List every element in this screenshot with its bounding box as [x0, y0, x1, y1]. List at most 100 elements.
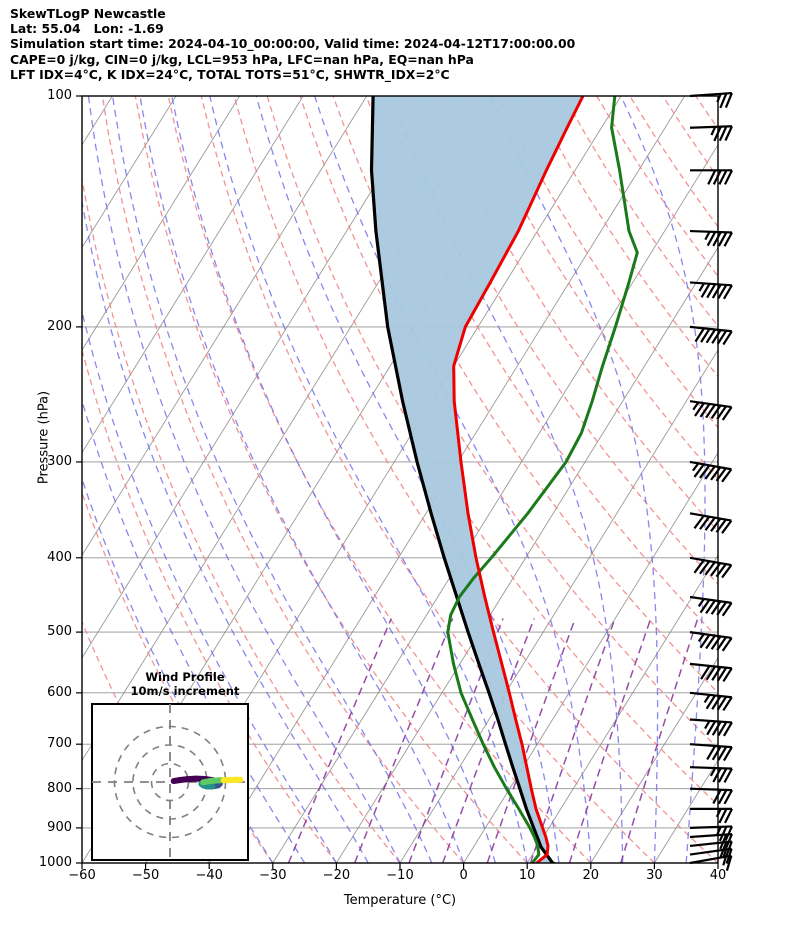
barb-full-flag — [717, 721, 728, 737]
barb-full-flag — [710, 517, 722, 532]
isotherm-line — [82, 96, 304, 454]
isotherm-line — [82, 96, 240, 351]
barb-full-flag — [711, 721, 722, 736]
barb-full-flag — [724, 808, 733, 824]
dry-adiabat-line — [134, 96, 528, 863]
barb-full-flag — [724, 169, 733, 185]
dry-adiabat-line — [167, 96, 592, 863]
header-location: Lat: 55.04 Lon: -1.69 — [10, 21, 164, 37]
barb-half-flag — [709, 767, 717, 777]
barb-full-flag — [722, 330, 733, 346]
barb-shaft — [689, 400, 732, 409]
barb-full-flag — [719, 841, 728, 858]
x-tick-label: 10 — [518, 868, 536, 883]
mixing-ratio-line — [441, 618, 535, 863]
mixing-ratio-line — [287, 618, 392, 863]
moist-adiabat-line — [489, 96, 659, 863]
x-tick-label: 30 — [646, 868, 663, 883]
barb-full-flag — [700, 328, 711, 343]
header-title: SkewTLogP Newcastle — [10, 6, 166, 21]
barb-shaft — [689, 840, 732, 848]
barb-full-flag — [711, 745, 722, 761]
barb-full-flag — [722, 721, 733, 737]
barb-full-flag — [716, 667, 728, 682]
y-tick-label: 800 — [47, 780, 72, 796]
barb-half-flag — [722, 849, 728, 859]
barb-full-flag — [721, 468, 733, 483]
moist-adiabat-line — [87, 96, 401, 863]
barb-full-flag — [699, 599, 711, 614]
barb-half-flag — [697, 633, 705, 643]
barb-full-flag — [706, 720, 717, 736]
barb-full-flag — [699, 560, 711, 575]
barb-full-flag — [704, 517, 716, 531]
wind-barb — [689, 281, 733, 300]
barb-full-flag — [725, 848, 733, 864]
wind-barb — [689, 400, 733, 421]
barb-half-flag — [697, 598, 705, 607]
barb-full-flag — [707, 169, 717, 185]
barb-full-flag — [706, 745, 717, 760]
x-tick-label: −40 — [195, 868, 223, 883]
barb-full-flag — [705, 694, 716, 710]
wind-barb — [689, 595, 733, 617]
barb-shaft — [689, 325, 732, 333]
isotherm-line — [82, 96, 431, 659]
barb-full-flag — [710, 562, 722, 577]
barb-half-flag — [704, 231, 711, 241]
barb-full-flag — [719, 93, 728, 109]
wind-barb — [689, 743, 733, 762]
barb-full-flag — [700, 283, 711, 298]
barb-full-flag — [693, 463, 705, 478]
barb-shaft — [689, 662, 732, 670]
isotherm-line — [526, 554, 718, 863]
wind-barb — [689, 833, 733, 850]
moist-adiabat-line — [171, 96, 497, 863]
barb-full-flag — [721, 519, 733, 534]
barb-full-flag — [694, 402, 705, 417]
barb-shaft — [689, 631, 732, 640]
barb-shaft — [689, 743, 732, 749]
barb-full-flag — [699, 464, 711, 479]
barb-full-flag — [723, 232, 733, 247]
isotherm-line — [272, 144, 718, 863]
wind-barb — [689, 460, 733, 483]
wind-barb — [689, 787, 733, 805]
barb-full-flag — [722, 746, 733, 762]
isotherm-line — [782, 96, 794, 863]
dry-adiabat-line — [332, 96, 718, 694]
y-tick-label: 700 — [47, 736, 72, 752]
wind-barb — [689, 556, 733, 579]
x-tick-label: 20 — [582, 868, 600, 883]
dry-adiabat-line — [431, 96, 718, 533]
wind-barb — [689, 229, 733, 247]
dry-adiabat-line — [266, 96, 718, 806]
barb-full-flag — [699, 634, 711, 649]
dewpoint-curve — [446, 96, 639, 863]
barb-shaft — [689, 833, 732, 839]
temperature-curve — [452, 96, 585, 863]
moist-adiabat-line — [255, 96, 560, 863]
y-tick-label: 400 — [47, 549, 72, 565]
y-tick-label: 1000 — [38, 855, 72, 870]
barb-full-flag — [693, 559, 705, 574]
barb-full-flag — [711, 329, 722, 344]
barb-full-flag — [705, 599, 716, 615]
wind-barb — [689, 825, 733, 842]
barb-shaft — [689, 595, 732, 604]
barb-full-flag — [724, 125, 733, 141]
barb-shaft — [689, 229, 733, 234]
moist-adiabat-line — [82, 198, 369, 863]
barb-full-flag — [711, 695, 722, 710]
wind-barb — [690, 169, 733, 185]
isotherm-line — [590, 656, 718, 863]
dry-adiabat-line — [695, 96, 718, 130]
dry-adiabat-line — [729, 96, 794, 863]
barb-full-flag — [712, 231, 722, 247]
wind-barb — [689, 662, 733, 683]
barb-full-flag — [718, 169, 728, 185]
barb-shaft — [689, 787, 733, 792]
barb-full-flag — [718, 808, 728, 824]
moist-adiabat-line — [620, 96, 706, 863]
barb-shaft — [689, 825, 733, 830]
